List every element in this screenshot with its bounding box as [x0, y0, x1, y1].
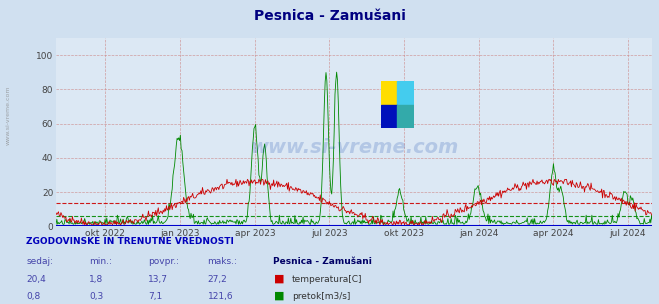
Text: sedaj:: sedaj: [26, 257, 53, 266]
Text: Pesnica - Zamušani: Pesnica - Zamušani [254, 9, 405, 23]
Text: www.si-vreme.com: www.si-vreme.com [5, 86, 11, 145]
Bar [381, 105, 397, 129]
Text: povpr.:: povpr.: [148, 257, 179, 266]
Text: ■: ■ [273, 274, 284, 284]
Text: pretok[m3/s]: pretok[m3/s] [292, 292, 351, 301]
Text: min.:: min.: [89, 257, 112, 266]
Text: 20,4: 20,4 [26, 275, 46, 284]
Text: maks.:: maks.: [208, 257, 237, 266]
Text: temperatura[C]: temperatura[C] [292, 275, 362, 284]
Text: 13,7: 13,7 [148, 275, 168, 284]
Text: Pesnica - Zamušani: Pesnica - Zamušani [273, 257, 372, 266]
Text: 0,3: 0,3 [89, 292, 103, 301]
Text: ■: ■ [273, 290, 284, 300]
Text: 1,8: 1,8 [89, 275, 103, 284]
Text: ZGODOVINSKE IN TRENUTNE VREDNOSTI: ZGODOVINSKE IN TRENUTNE VREDNOSTI [26, 237, 234, 246]
Bar [381, 81, 397, 105]
Text: www.si-vreme.com: www.si-vreme.com [250, 138, 459, 157]
Bar [397, 81, 414, 105]
Bar [397, 105, 414, 129]
Text: 0,8: 0,8 [26, 292, 41, 301]
Text: 121,6: 121,6 [208, 292, 233, 301]
Text: 7,1: 7,1 [148, 292, 163, 301]
Text: 27,2: 27,2 [208, 275, 227, 284]
